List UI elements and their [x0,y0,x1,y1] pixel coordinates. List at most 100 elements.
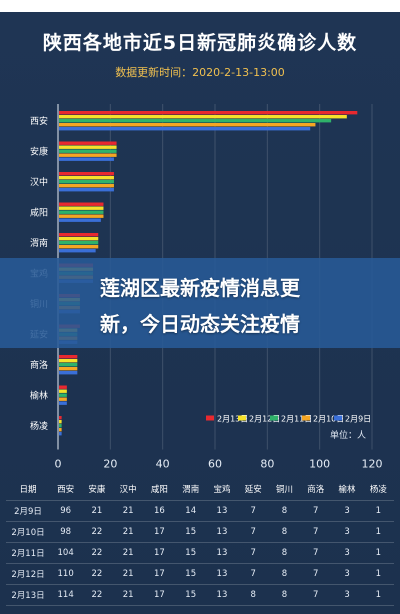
bar [59,371,78,375]
bar [59,176,114,180]
table-cell: 16 [143,500,176,522]
table-cell: 2月12日 [6,563,50,585]
bar [59,397,67,401]
table-cell: 104 [50,542,82,564]
table-header-cell: 渭南 [175,478,207,501]
table-cell: 2月13日 [6,584,50,606]
bar [59,249,96,253]
y-category-label: 渭南 [30,237,48,249]
table-cell: 3 [331,521,363,543]
table-row: 2月11日 104 22 21 17 15 13 7 8 7 3 1 [6,542,394,564]
table-cell: 7 [300,584,332,606]
table-header-cell: 汉中 [112,478,144,501]
y-category-label: 榆林 [30,390,48,402]
bar [59,115,347,119]
legend-label: 2月13日 [217,415,248,424]
unit-label: 单位：人 [330,431,367,441]
table-cell: 3 [331,584,363,606]
bar [59,359,78,363]
table-cell: 3 [331,542,363,564]
bar [59,188,114,192]
x-tick-label: 60 [208,458,222,471]
table-header-cell: 延安 [237,478,269,501]
bar [59,206,104,210]
data-table: 日期 西安 安康 汉中 咸阳 渭南 宝鸡 延安 铜川 商洛 榆林 杨凌 2月9日 96 21 21 16 14 1… [6,478,394,606]
bar [59,210,104,214]
table-row: 2月10日 98 22 21 17 15 13 7 8 7 3 1 [6,521,394,543]
table-cell: 3 [331,563,363,585]
table-cell: 8 [268,521,301,543]
table-cell: 13 [206,584,238,606]
table-cell: 7 [237,521,269,543]
legend-swatch [334,415,342,421]
table-cell: 2月10日 [6,521,50,543]
table-row: 2月12日 110 22 21 17 15 13 7 8 7 3 1 [6,563,394,585]
headline-banner: 莲湖区最新疫情消息更 新，今日动态关注疫情 [0,258,400,348]
bar [59,202,104,206]
table-cell: 17 [143,521,176,543]
table-header-cell: 榆林 [331,478,363,501]
bar [59,184,114,188]
bar [59,245,99,249]
table-cell: 21 [81,500,113,522]
legend-swatch [270,415,278,421]
y-category-label: 咸阳 [30,207,48,219]
bar [59,389,67,393]
table-cell: 7 [300,563,332,585]
table-cell: 2月9日 [6,500,50,522]
table-header-cell: 安康 [81,478,113,501]
y-category-label: 杨凌 [30,420,48,432]
table-row: 2月13日 114 22 21 17 15 13 8 8 7 3 1 [6,584,394,606]
table-cell: 13 [206,521,238,543]
bar [59,424,62,428]
chart-subtitle: 数据更新时间：2020-2-13-13:00 [115,66,285,79]
table-cell: 98 [50,521,82,543]
bar [59,416,62,420]
table-cell: 21 [112,500,144,522]
headline-line-2: 新，今日动态关注疫情 [100,312,300,336]
bar [59,141,117,145]
table-cell: 8 [268,584,301,606]
table-header-cell: 宝鸡 [206,478,238,501]
bar [59,241,99,245]
legend-label: 2月10日 [313,415,344,424]
bar [59,432,62,436]
table-cell: 14 [175,500,207,522]
x-tick-label: 80 [260,458,274,471]
table-cell: 21 [112,563,144,585]
bar [59,355,78,359]
y-category-label: 安康 [30,146,48,158]
table-cell: 15 [175,521,207,543]
table-cell: 13 [206,500,238,522]
bar [59,214,104,218]
table-cell: 7 [237,542,269,564]
bar [59,180,114,184]
bar [59,367,78,371]
table-cell: 114 [50,584,82,606]
table-cell: 1 [362,542,394,564]
table-cell: 7 [300,500,332,522]
headline-line-1: 莲湖区最新疫情消息更 [100,276,300,300]
bar [59,119,332,123]
table-header-cell: 铜川 [268,478,301,501]
chart-title: 陕西各地市近5日新冠肺炎确诊人数 [42,32,358,54]
legend-label: 2月11日 [281,415,312,424]
bar [59,149,117,153]
bar [59,157,114,161]
table-cell: 21 [112,542,144,564]
bar [59,153,117,157]
legend-label: 2月12日 [249,415,280,424]
bar [59,127,311,131]
table-cell: 3 [331,500,363,522]
bar [59,420,62,424]
table-cell: 1 [362,500,394,522]
table-cell: 7 [237,500,269,522]
table-cell: 17 [143,584,176,606]
bar [59,172,114,176]
table-cell: 1 [362,563,394,585]
table-cell: 21 [112,521,144,543]
legend-swatch [238,415,246,421]
table-row: 2月9日 96 21 21 16 14 13 7 8 7 3 1 [6,500,394,522]
bar [59,111,358,115]
